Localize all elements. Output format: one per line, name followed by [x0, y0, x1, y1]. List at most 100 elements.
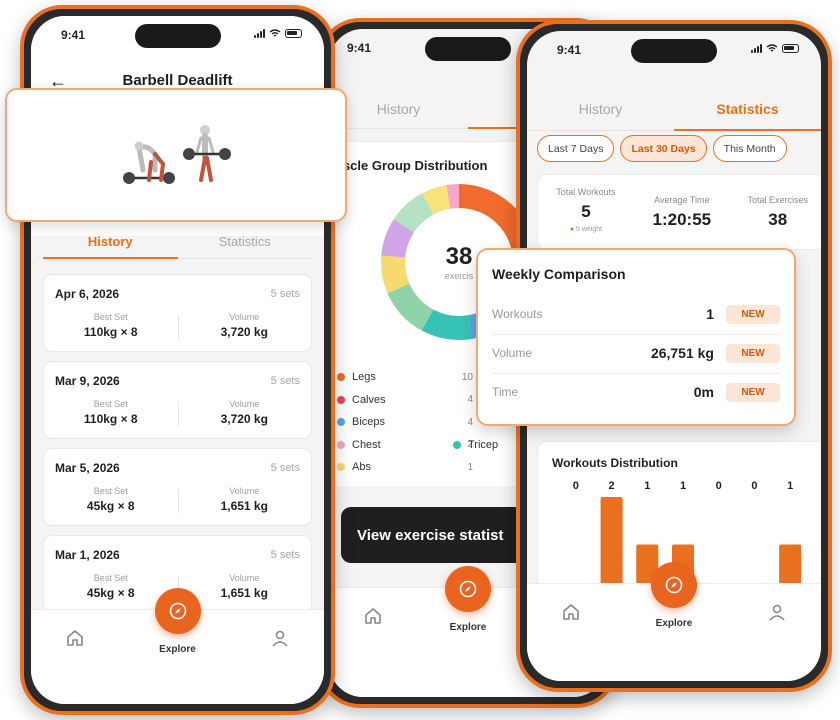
workout-date: Mar 9, 2026: [55, 374, 120, 388]
best-set: Best Set 110kg × 8: [44, 312, 178, 339]
new-badge: NEW: [726, 304, 780, 324]
bar[interactable]: [600, 497, 623, 592]
tab-history[interactable]: History: [527, 101, 674, 131]
chip-last-30-days[interactable]: Last 30 Days: [620, 135, 707, 162]
history-card[interactable]: Mar 9, 2026 5 sets Best Set 110kg × 8 Volume…: [43, 361, 312, 439]
chip-this-month[interactable]: This Month: [712, 135, 787, 162]
legend-count: 1: [467, 461, 473, 473]
row-label: Volume: [492, 346, 533, 360]
legend-dot: [337, 418, 345, 427]
legend-item: Abs 1: [337, 456, 477, 479]
best-set: Best Set 110kg × 8: [44, 399, 178, 426]
row-value: 1: [706, 306, 714, 322]
legend-count: 2: [467, 439, 473, 451]
volume-label: Volume: [229, 312, 260, 322]
summary-stats-card: Total Workouts 5 ● 5 weight Average Time…: [537, 174, 821, 250]
divider: [177, 489, 179, 513]
donut-slice: [381, 184, 537, 340]
wifi-icon: [766, 44, 778, 52]
history-card[interactable]: Apr 6, 2026 5 sets Best Set 110kg × 8 Volume…: [43, 274, 312, 352]
stat-note: ● 5 weight: [569, 226, 603, 233]
legend-name: Tricep: [468, 438, 499, 451]
home-icon[interactable]: [561, 602, 581, 622]
back-arrow-icon[interactable]: ←: [49, 71, 67, 91]
chart-title: Workouts Distribution: [552, 456, 678, 470]
divider: [492, 373, 780, 374]
tab-history[interactable]: History: [329, 101, 468, 129]
tab-statistics[interactable]: Statistics: [674, 101, 821, 131]
stat-label: Total Exercises: [747, 195, 808, 205]
status-time: 9:41: [557, 43, 582, 57]
stat-total-workouts: Total Workouts 5 ● 5 weight: [538, 187, 634, 233]
compass-icon: [169, 602, 186, 620]
best-set: Best Set 45kg × 8: [44, 486, 178, 513]
stat-note-text: 5 weight: [576, 226, 603, 233]
donut-subtitle: exercis: [444, 271, 474, 281]
status-icons: [751, 44, 799, 53]
chip-last-7-days[interactable]: Last 7 Days: [537, 135, 615, 162]
workout-date: Mar 1, 2026: [55, 548, 120, 562]
legend-count: 4: [467, 394, 473, 406]
home-icon[interactable]: [363, 606, 383, 626]
bottom-nav: Explore: [31, 588, 324, 704]
volume-value: 1,651 kg: [220, 499, 268, 513]
explore-button[interactable]: [651, 562, 697, 608]
row-value: 0m: [693, 384, 714, 400]
legend-name: Chest: [352, 438, 381, 451]
user-icon[interactable]: [270, 628, 290, 648]
exercise-illustration-card: [5, 88, 347, 222]
tab-history[interactable]: History: [43, 234, 178, 259]
donut-slice: [381, 184, 537, 340]
legend-item: Chest 2: [337, 434, 477, 457]
explore-label: Explore: [449, 622, 487, 633]
bar-value-label: 0: [751, 480, 757, 492]
home-icon[interactable]: [65, 628, 85, 648]
stat-total-exercises: Total Exercises 38: [730, 195, 821, 230]
explore-label: Explore: [159, 644, 196, 655]
row-label: Time: [492, 385, 519, 399]
signal-icon: [751, 44, 762, 53]
weekly-comparison-card: Weekly Comparison Workouts 1 NEW Volume …: [476, 248, 796, 426]
row-label: Workouts: [492, 307, 543, 321]
volume-label: Volume: [229, 399, 260, 409]
stat-value: 5: [581, 202, 591, 221]
bar-value-label: 0: [573, 480, 579, 492]
divider: [177, 315, 179, 339]
dynamic-island: [631, 39, 717, 63]
volume: Volume 1,651 kg: [178, 573, 312, 600]
legend-dot: [453, 440, 461, 449]
tab-bar: History Statistics: [31, 234, 324, 259]
best-set-label: Best Set: [93, 312, 128, 322]
volume-label: Volume: [229, 573, 260, 583]
volume-value: 3,720 kg: [220, 325, 268, 339]
explore-button[interactable]: [154, 588, 201, 634]
volume: Volume 3,720 kg: [178, 399, 312, 426]
workout-date: Mar 5, 2026: [55, 461, 120, 475]
new-badge: NEW: [726, 343, 780, 363]
weekly-title: Weekly Comparison: [492, 266, 626, 282]
compass-icon: [665, 576, 683, 594]
explore-label: Explore: [655, 618, 693, 629]
best-set-value: 110kg × 8: [83, 325, 138, 339]
legend-dot: [337, 395, 345, 404]
stat-value: 1:20:55: [652, 210, 712, 229]
legend-secondary: Tricep: [453, 366, 513, 456]
best-set-value: 45kg × 8: [86, 586, 135, 600]
bar[interactable]: [779, 544, 802, 593]
history-card[interactable]: Mar 5, 2026 5 sets Best Set 45kg × 8 Volume 1…: [43, 448, 312, 526]
user-icon[interactable]: [767, 602, 787, 622]
legend-name: Calves: [352, 393, 386, 406]
explore-button[interactable]: [445, 566, 491, 612]
weekly-row-workouts: Workouts 1 NEW: [492, 302, 780, 326]
best-set-label: Best Set: [93, 486, 128, 496]
legend-dot: [337, 463, 345, 472]
bar-value-label: 1: [680, 480, 686, 492]
phone-screen: 9:41 History Statistics Last 7 Days Last…: [527, 31, 821, 681]
legend-item: Calves 4: [337, 389, 477, 412]
page-title: Barbell Deadlift: [122, 72, 233, 89]
card-title: uscle Group Distribution: [335, 158, 488, 173]
tab-statistics[interactable]: Statistics: [177, 234, 312, 259]
bar-value-label: 0: [716, 480, 722, 492]
donut-center: 38 exercis: [379, 182, 539, 342]
